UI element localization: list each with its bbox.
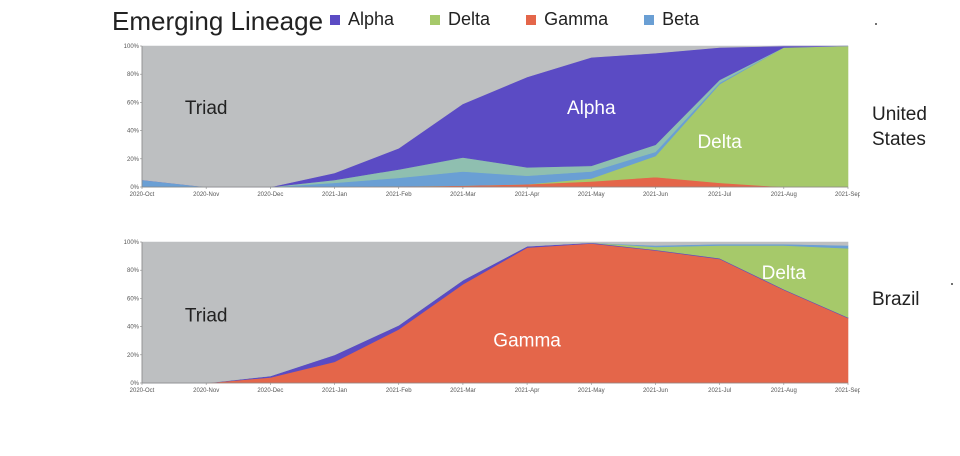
us-area-chart: 0% 20% 40% 60% 80% 100% 2020-Oct 2020-Nov 2020-D… xyxy=(124,44,860,198)
us-y-tick-label: 100% xyxy=(124,44,140,50)
legend-item-alpha[interactable]: Alpha xyxy=(330,9,394,30)
brazil-x-tick-label: 2021-May xyxy=(578,388,605,394)
brazil-x-tick-label: 2020-Dec xyxy=(257,388,283,394)
us-area-label-alpha: Alpha xyxy=(567,98,616,119)
us-x-tick-label: 2020-Dec xyxy=(257,192,283,198)
brazil-y-tick-label: 20% xyxy=(127,353,140,359)
brazil-y-tick-label: 60% xyxy=(127,296,140,302)
us-area-label-triad: Triad xyxy=(185,98,228,119)
legend-label-beta: Beta xyxy=(662,9,700,29)
brazil-area-chart: 0% 20% 40% 60% 80% 100% 2020-Oct 2020-Nov 2020-D… xyxy=(124,240,860,394)
stray-dot-bottom xyxy=(951,283,953,285)
brazil-area-triad xyxy=(141,241,849,384)
brazil-y-tick-label: 80% xyxy=(127,268,140,274)
country-label-us-line1: United xyxy=(872,104,927,125)
us-x-tick-label: 2021-Jan xyxy=(322,192,347,198)
brazil-x-tick-label: 2021-Apr xyxy=(515,388,540,394)
legend-item-gamma[interactable]: Gamma xyxy=(526,9,608,30)
country-label-brazil-line1: Brazil xyxy=(872,289,920,310)
stray-dot-top xyxy=(875,23,877,25)
brazil-x-tick-label: 2021-Sep xyxy=(835,388,860,394)
brazil-area-label-gamma: Gamma xyxy=(493,331,561,352)
legend-swatch-gamma xyxy=(526,14,537,25)
us-x-tick-label: 2021-May xyxy=(578,192,605,198)
brazil-y-tick-label: 0% xyxy=(130,381,139,387)
us-x-tick-label: 2021-Jun xyxy=(643,192,668,198)
brazil-x-tick-label: 2021-Feb xyxy=(386,388,412,394)
legend-label-gamma: Gamma xyxy=(544,9,609,29)
legend-label-delta: Delta xyxy=(448,9,491,29)
country-label-brazil: Brazil xyxy=(872,287,920,312)
us-y-tick-label: 60% xyxy=(127,100,140,106)
legend-swatch-beta xyxy=(644,14,655,25)
legend: Alpha Delta Gamma Beta xyxy=(330,9,735,30)
legend-swatch-alpha xyxy=(330,14,340,25)
us-y-tick-label: 0% xyxy=(130,185,139,191)
legend-item-beta[interactable]: Beta xyxy=(644,9,699,30)
brazil-x-tick-label: 2020-Nov xyxy=(193,388,219,394)
us-y-tick-label: 80% xyxy=(127,72,140,78)
legend-label-alpha: Alpha xyxy=(348,9,395,29)
us-x-tick-label: 2020-Nov xyxy=(193,192,219,198)
brazil-area-label-triad: Triad xyxy=(185,305,228,326)
legend-swatch-delta xyxy=(430,14,441,25)
chart-title: Emerging Lineage xyxy=(112,6,324,36)
brazil-area-label-delta: Delta xyxy=(762,263,807,284)
legend-item-delta[interactable]: Delta xyxy=(430,9,490,30)
brazil-y-tick-label: 100% xyxy=(124,240,140,246)
us-x-tick-label: 2021-Sep xyxy=(835,192,860,198)
brazil-x-tick-label: 2020-Oct xyxy=(130,388,155,394)
brazil-x-tick-label: 2021-Aug xyxy=(771,388,797,394)
us-x-tick-label: 2020-Oct xyxy=(130,192,155,198)
brazil-x-tick-label: 2021-Mar xyxy=(450,388,476,394)
us-y-tick-label: 20% xyxy=(127,157,140,163)
us-x-tick-label: 2021-Mar xyxy=(450,192,476,198)
brazil-x-tick-label: 2021-Jun xyxy=(643,388,668,394)
us-x-tick-label: 2021-Feb xyxy=(386,192,412,198)
brazil-y-tick-label: 40% xyxy=(127,325,140,331)
us-x-tick-label: 2021-Jul xyxy=(708,192,731,198)
brazil-x-tick-label: 2021-Jan xyxy=(322,388,347,394)
us-area-triad xyxy=(141,45,848,188)
us-area-label-delta: Delta xyxy=(697,132,742,153)
us-x-tick-label: 2021-Apr xyxy=(515,192,540,198)
us-y-tick-label: 40% xyxy=(127,129,140,135)
us-x-tick-label: 2021-Aug xyxy=(771,192,797,198)
country-label-us-line2: States xyxy=(872,129,926,150)
country-label-us: United States xyxy=(872,102,927,152)
brazil-x-tick-label: 2021-Jul xyxy=(708,388,731,394)
